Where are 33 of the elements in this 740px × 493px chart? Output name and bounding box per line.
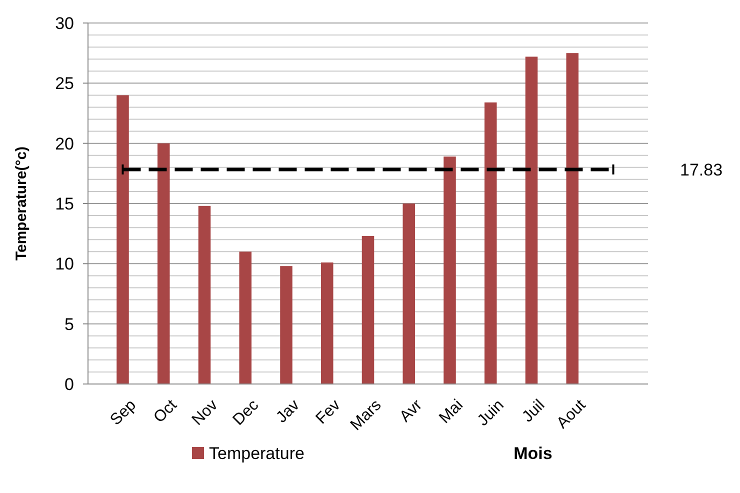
x-tick-label: Juil (519, 396, 548, 426)
x-tick-label: Jav (273, 396, 303, 426)
x-tick-label: Dec (230, 396, 262, 429)
x-tick-label: Fev (312, 396, 344, 428)
bar (362, 236, 374, 384)
bar (239, 252, 252, 384)
x-tick-label: Sep (107, 396, 140, 429)
y-tick-label: 15 (55, 194, 74, 214)
x-tick-label: Avr (396, 396, 426, 426)
legend-label: Temperature (209, 444, 304, 463)
x-axis-title: Mois (514, 444, 552, 463)
y-tick-label: 10 (55, 254, 74, 274)
bar (157, 143, 170, 384)
y-tick-label: 0 (64, 374, 74, 394)
ref-line-label: 17.83 (680, 160, 723, 180)
y-axis-title: Temperature(°c) (13, 146, 30, 261)
y-tick-label: 25 (55, 74, 74, 94)
bar (116, 95, 129, 384)
x-tick-label: Mai (436, 396, 466, 427)
x-tick-label: Nov (189, 396, 222, 429)
bar (320, 262, 334, 384)
y-tick-label: 30 (55, 14, 74, 33)
x-tick-label: Oct (150, 396, 181, 426)
bar (198, 206, 211, 384)
bar (484, 102, 497, 384)
bar (280, 266, 292, 384)
bar (566, 53, 579, 384)
bar (525, 56, 538, 384)
y-tick-label: 5 (64, 314, 74, 334)
y-tick-label: 20 (55, 134, 74, 154)
bar (444, 156, 456, 384)
bar (402, 204, 416, 384)
x-tick-label: Juin (474, 396, 508, 430)
